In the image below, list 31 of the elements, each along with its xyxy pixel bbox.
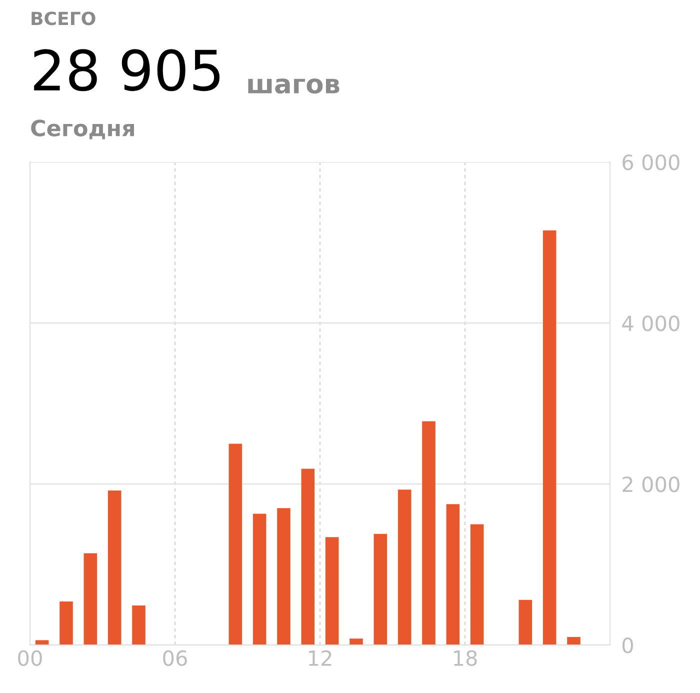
- y-tick-label: 2 000: [622, 476, 680, 492]
- bar: [567, 636, 580, 645]
- bar: [542, 230, 556, 645]
- bar: [35, 640, 49, 645]
- bar: [108, 490, 122, 645]
- y-tick-label: 0: [622, 637, 633, 654]
- x-tick-label: 06: [163, 650, 187, 666]
- bar: [518, 600, 532, 645]
- bar: [277, 508, 290, 645]
- text: 28 905: [34, 49, 220, 92]
- bar: [252, 514, 266, 645]
- text: Сегодня: [31, 120, 134, 140]
- x-tick-label: 18: [454, 650, 477, 666]
- bar: [228, 444, 242, 645]
- bar: [422, 421, 436, 645]
- bar: [60, 602, 73, 645]
- bar: [350, 638, 363, 645]
- y-tick-label: 6 000: [622, 154, 680, 170]
- bar: [470, 524, 484, 645]
- text: шагов: [248, 78, 340, 94]
- bar: [446, 504, 460, 645]
- bar: [398, 490, 412, 645]
- y-tick-label: 4 000: [622, 315, 680, 332]
- text: ВСЕГО: [32, 12, 96, 26]
- x-tick-label: 12: [309, 650, 332, 666]
- bar: [374, 534, 388, 645]
- bar: [84, 553, 98, 645]
- bar: [132, 606, 146, 645]
- bar: [325, 537, 339, 645]
- bar: [301, 468, 315, 645]
- x-tick-label: 00: [18, 650, 42, 666]
